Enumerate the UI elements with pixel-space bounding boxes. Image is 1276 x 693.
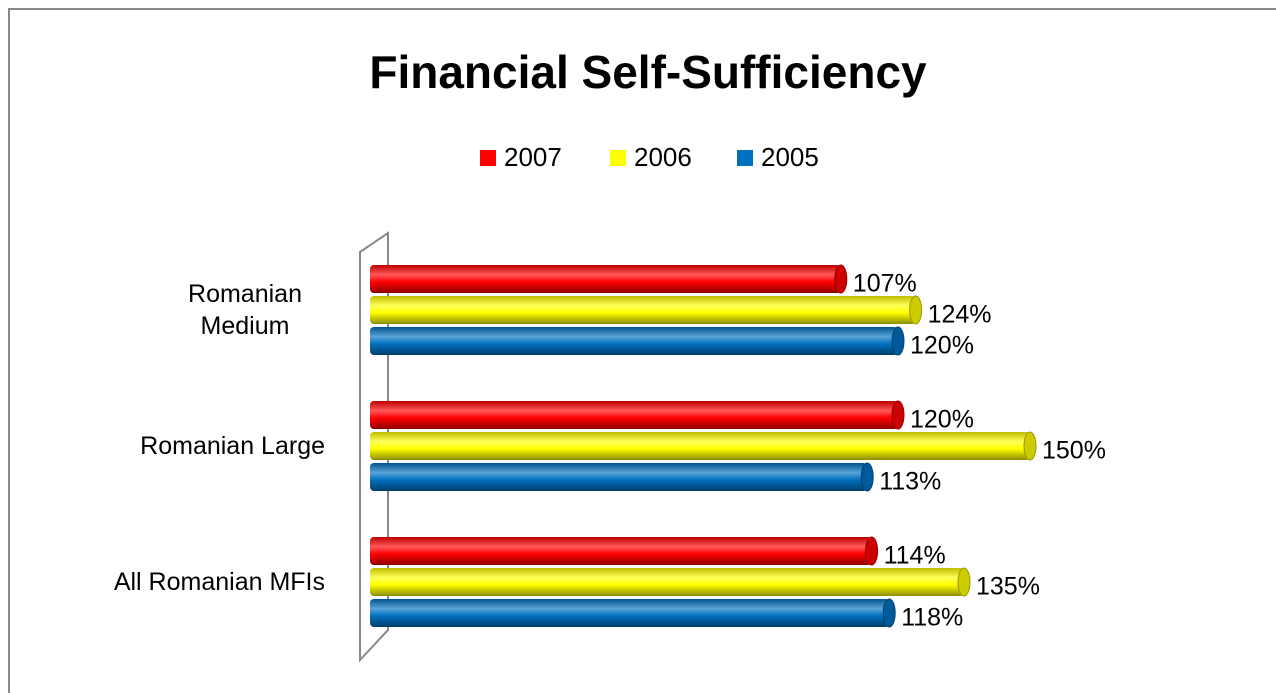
bar xyxy=(370,265,841,293)
data-label: 124% xyxy=(928,301,992,329)
data-label: 114% xyxy=(884,542,946,570)
bar-cap xyxy=(909,295,923,325)
legend-label: 2005 xyxy=(761,142,819,172)
bar xyxy=(370,401,898,429)
bar-cap xyxy=(865,536,879,566)
data-label: 135% xyxy=(976,573,1040,601)
legend-swatch xyxy=(480,150,496,166)
category-label: Romanian Large xyxy=(140,432,325,460)
legend-swatch xyxy=(610,150,626,166)
bar-cap xyxy=(891,400,905,430)
bar-cap xyxy=(957,567,971,597)
bar-cap xyxy=(1023,431,1037,461)
bar xyxy=(370,599,890,627)
bar xyxy=(370,327,898,355)
data-label: 120% xyxy=(910,406,974,434)
legend-label: 2007 xyxy=(504,142,562,172)
bar xyxy=(370,568,964,596)
bar xyxy=(370,296,916,324)
chart-title: Financial Self-Sufficiency xyxy=(369,46,927,98)
bar xyxy=(370,463,868,491)
bar-cap xyxy=(891,326,905,356)
bar-cap xyxy=(860,462,874,492)
bar-cap xyxy=(882,598,896,628)
data-label: 107% xyxy=(853,270,917,298)
data-label: 118% xyxy=(901,604,963,632)
data-label: 150% xyxy=(1042,437,1106,465)
legend-swatch xyxy=(737,150,753,166)
category-label: Romanian Medium xyxy=(188,280,302,340)
data-label: 113% xyxy=(879,468,941,496)
bar xyxy=(370,432,1030,460)
bar xyxy=(370,537,872,565)
bar-cap xyxy=(834,264,848,294)
category-label: All Romanian MFIs xyxy=(113,568,325,596)
data-label: 120% xyxy=(910,332,974,360)
legend-label: 2006 xyxy=(634,142,692,172)
back-wall xyxy=(359,231,389,663)
